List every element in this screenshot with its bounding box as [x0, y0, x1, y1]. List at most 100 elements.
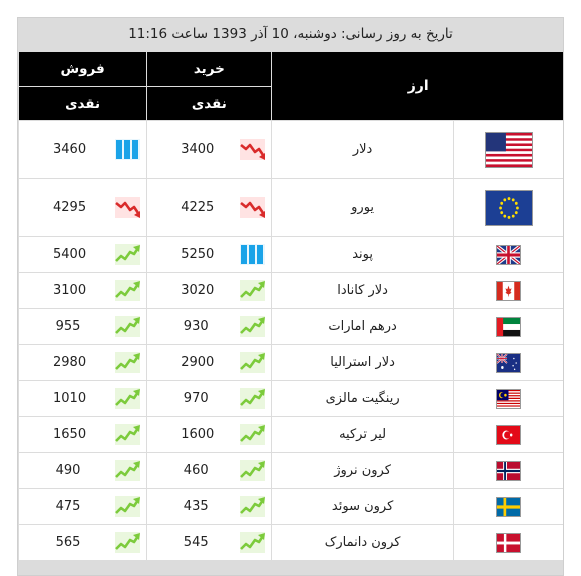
buy-value: 5250	[181, 247, 215, 262]
sell-value: 955	[55, 319, 81, 334]
trend-flat-icon	[115, 139, 141, 160]
flag-cell	[453, 381, 563, 416]
sell-value: 1010	[53, 391, 87, 406]
sell-cell: 565	[19, 525, 147, 560]
sell-value: 5400	[53, 247, 87, 262]
trend-up-icon	[240, 424, 266, 445]
currency-name: کرون دانمارک	[272, 525, 453, 560]
header-buy: خرید	[147, 52, 272, 86]
flag-cell	[453, 273, 563, 308]
trend-up-icon	[240, 460, 266, 481]
currency-name: دلار کانادا	[272, 273, 453, 308]
rate-row: 2980 2900 دلار استرالیا	[19, 345, 563, 380]
rate-row: 565 545 کرون دانمارک	[19, 525, 563, 560]
trend-up-icon	[115, 316, 141, 337]
trend-up-icon	[240, 280, 266, 301]
trend-up-icon	[115, 460, 141, 481]
canada-flag-icon	[454, 280, 563, 301]
currency-name: یورو	[272, 179, 453, 236]
sell-cell: 1010	[19, 381, 147, 416]
rate-row: 3460 3400 دلار	[19, 121, 563, 178]
flag-cell	[453, 489, 563, 524]
us-flag-icon	[454, 131, 563, 168]
buy-cell: 1600	[147, 417, 272, 452]
rate-row: 4295 4225 یورو	[19, 179, 563, 236]
australia-flag-icon	[454, 352, 563, 373]
sell-cell: 5400	[19, 237, 147, 272]
sell-value: 490	[55, 463, 81, 478]
buy-cell: 460	[147, 453, 272, 488]
trend-up-icon	[240, 496, 266, 517]
trend-up-icon	[115, 280, 141, 301]
buy-cell: 4225	[147, 179, 272, 236]
buy-value: 460	[183, 463, 209, 478]
currency-name: رینگیت مالزی	[272, 381, 453, 416]
rate-row: 3100 3020 دلار کانادا	[19, 273, 563, 308]
flag-cell	[453, 121, 563, 178]
sweden-flag-icon	[454, 496, 563, 517]
buy-cell: 930	[147, 309, 272, 344]
buy-cell: 3400	[147, 121, 272, 178]
denmark-flag-icon	[454, 532, 563, 553]
norway-flag-icon	[454, 460, 563, 481]
update-date: تاریخ به روز رسانی: دوشنبه، 10 آذر 1393 …	[128, 26, 453, 42]
trend-up-icon	[115, 244, 141, 265]
buy-cell: 970	[147, 381, 272, 416]
trend-up-icon	[115, 424, 141, 445]
sell-cell: 4295	[19, 179, 147, 236]
flag-cell	[453, 309, 563, 344]
eu-flag-icon	[454, 189, 563, 226]
header-buy-cash: نقدی	[147, 87, 272, 120]
buy-value: 1600	[181, 427, 215, 442]
sell-value: 4295	[53, 200, 87, 215]
header-currency: ارز	[272, 52, 563, 120]
sell-cell: 1650	[19, 417, 147, 452]
trend-flat-icon	[240, 244, 266, 265]
buy-value: 2900	[181, 355, 215, 370]
flag-cell	[453, 179, 563, 236]
flag-cell	[453, 237, 563, 272]
trend-up-icon	[240, 388, 266, 409]
currency-name: کرون نروژ	[272, 453, 453, 488]
sell-value: 3460	[53, 142, 87, 157]
buy-value: 3020	[181, 283, 215, 298]
trend-down-icon	[115, 197, 141, 218]
currency-name: لیر ترکیه	[272, 417, 453, 452]
flag-cell	[453, 417, 563, 452]
header-sell: فروش	[19, 52, 147, 86]
sell-value: 2980	[53, 355, 87, 370]
rate-row: 1010 970 رینگیت مالزی	[19, 381, 563, 416]
currency-name: کرون سوئد	[272, 489, 453, 524]
rate-row: 955 930 درهم امارات	[19, 309, 563, 344]
sell-cell: 955	[19, 309, 147, 344]
sell-value: 475	[55, 499, 81, 514]
sell-value: 565	[55, 535, 81, 550]
rates-table: فروش خرید ارز نقدی نقدی 3460 3400 دلار 4295…	[18, 51, 563, 561]
buy-cell: 545	[147, 525, 272, 560]
sell-value: 1650	[53, 427, 87, 442]
trend-up-icon	[115, 496, 141, 517]
buy-cell: 5250	[147, 237, 272, 272]
flag-cell	[453, 525, 563, 560]
trend-up-icon	[115, 388, 141, 409]
flag-cell	[453, 453, 563, 488]
rate-row: 490 460 کرون نروژ	[19, 453, 563, 488]
currency-name: دلار	[272, 121, 453, 178]
buy-cell: 2900	[147, 345, 272, 380]
trend-down-icon	[240, 139, 266, 160]
buy-value: 4225	[181, 200, 215, 215]
buy-value: 435	[183, 499, 209, 514]
sell-cell: 3460	[19, 121, 147, 178]
rates-widget: تاریخ به روز رسانی: دوشنبه، 10 آذر 1393 …	[17, 17, 564, 576]
uae-flag-icon	[454, 316, 563, 337]
buy-cell: 435	[147, 489, 272, 524]
trend-up-icon	[240, 316, 266, 337]
buy-value: 970	[183, 391, 209, 406]
sell-cell: 3100	[19, 273, 147, 308]
buy-value: 3400	[181, 142, 215, 157]
sell-cell: 490	[19, 453, 147, 488]
turkey-flag-icon	[454, 424, 563, 445]
buy-value: 545	[183, 535, 209, 550]
rate-row: 475 435 کرون سوئد	[19, 489, 563, 524]
sell-cell: 475	[19, 489, 147, 524]
